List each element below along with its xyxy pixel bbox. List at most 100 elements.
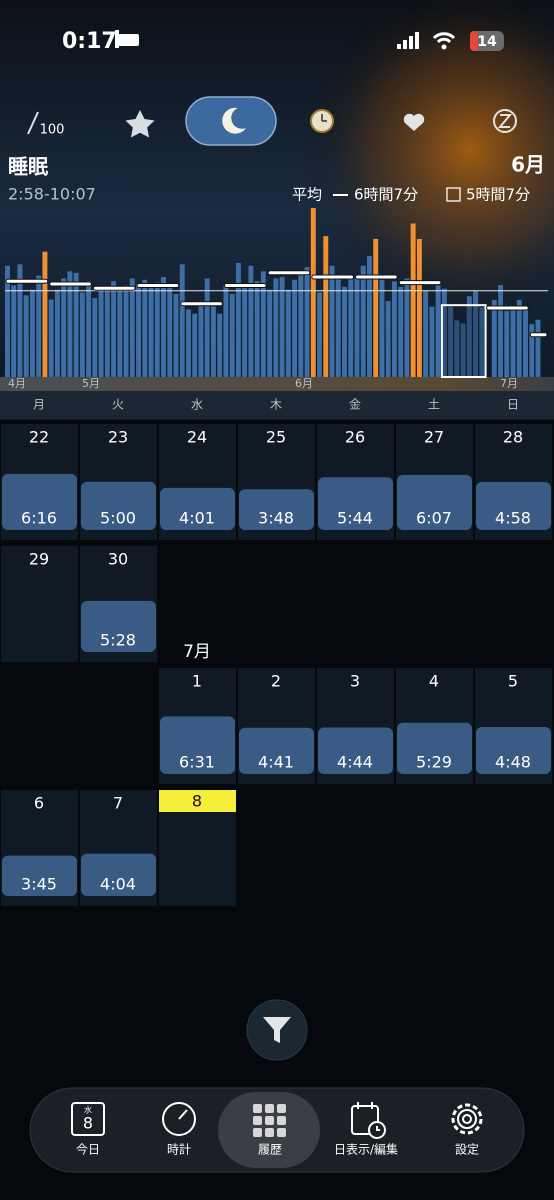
- sleep-bar: [429, 306, 435, 377]
- day-cell[interactable]: 23 5:00: [80, 424, 157, 540]
- day-cell[interactable]: 27 6:07: [396, 424, 473, 540]
- day-cell[interactable]: 5 4:48: [475, 668, 552, 784]
- duration-bar: [318, 727, 393, 774]
- snooze-tab[interactable]: [493, 109, 517, 133]
- clock-tab[interactable]: [310, 109, 334, 133]
- week-value: 5時間7分: [466, 186, 530, 204]
- sleep-bar: [373, 238, 379, 377]
- heart-tab[interactable]: [403, 113, 425, 131]
- day-number: 26: [345, 428, 365, 447]
- cell-background: [1, 546, 78, 662]
- weekday-label: 土: [428, 398, 440, 412]
- sleep-bar: [210, 306, 216, 377]
- sleep-bar: [479, 307, 485, 377]
- status-time: 0:17: [62, 29, 117, 54]
- duration-bar: [81, 600, 156, 652]
- day-cell[interactable]: 28 4:58: [475, 424, 552, 540]
- sleep-bar: [360, 265, 366, 377]
- sleep-bar: [179, 264, 185, 377]
- sleep-bar: [435, 285, 441, 377]
- duration-label: 4:01: [179, 509, 215, 528]
- sleep-bar: [17, 264, 23, 377]
- day-cell[interactable]: 4 5:29: [396, 668, 473, 784]
- settings-icon: [451, 1103, 483, 1135]
- month-strip: [0, 377, 554, 391]
- duration-label: 3:45: [21, 875, 57, 894]
- sleep-bar: [304, 267, 310, 377]
- score-tab[interactable]: 100: [27, 111, 64, 138]
- sleep-bar: [498, 285, 504, 377]
- duration-label: 4:41: [258, 753, 294, 772]
- weekday-label: 木: [270, 398, 282, 412]
- day-cell[interactable]: 29: [1, 546, 78, 662]
- sleep-bar: [217, 313, 223, 377]
- day-cell[interactable]: 1 6:31: [159, 668, 236, 784]
- weekly-average: [92, 285, 136, 291]
- sleep-bar: [235, 262, 241, 377]
- day-number: 27: [424, 428, 444, 447]
- day-cell[interactable]: 22 6:16: [1, 424, 78, 540]
- sleep-bar: [223, 285, 229, 377]
- weekly-average: [267, 270, 311, 276]
- weekly-average: [486, 305, 529, 311]
- day-cell[interactable]: 2 4:41: [238, 668, 315, 784]
- sleep-bar: [117, 289, 123, 377]
- battery-text: 14: [477, 34, 497, 50]
- today-day: 8: [83, 1114, 93, 1133]
- sleep-bar: [92, 298, 98, 377]
- sleep-bar: [504, 311, 510, 377]
- duration-bar: [2, 855, 77, 896]
- duration-label: 6:07: [416, 509, 452, 528]
- filter-button[interactable]: [246, 999, 308, 1061]
- weekly-average: [223, 282, 267, 288]
- sleep-bar: [161, 277, 166, 377]
- weekly-average: [180, 301, 223, 307]
- star-tab[interactable]: [125, 110, 155, 138]
- sleep-bar: [448, 306, 454, 377]
- duration-label: 4:04: [100, 875, 136, 894]
- duration-label: 3:48: [258, 509, 294, 528]
- nav-label[interactable]: 設定: [455, 1143, 479, 1157]
- sleep-bar: [136, 284, 142, 377]
- nav-label[interactable]: 日表示/編集: [334, 1142, 398, 1157]
- sleep-bar: [423, 291, 429, 377]
- weekday-label: 月: [33, 398, 45, 412]
- day-number: 28: [503, 428, 523, 447]
- duration-bar: [81, 853, 156, 896]
- month-label: 7月: [183, 642, 211, 662]
- weekly-average: [49, 281, 92, 287]
- day-cell[interactable]: 30 5:28: [80, 546, 157, 662]
- sleep-bar: [148, 286, 154, 377]
- duration-bar: [476, 482, 551, 530]
- day-number: 25: [266, 428, 286, 447]
- sleep-bar: [242, 284, 248, 377]
- battery-level: [470, 31, 478, 51]
- day-cell[interactable]: 24 4:01: [159, 424, 236, 540]
- nav-label[interactable]: 履歴: [258, 1143, 282, 1157]
- sleep-bar: [317, 292, 323, 377]
- day-cell[interactable]: 25 3:48: [238, 424, 315, 540]
- sleep-bar: [154, 282, 160, 377]
- sleep-bar: [516, 299, 522, 377]
- day-cell[interactable]: 26 5:44: [317, 424, 394, 540]
- day-cell[interactable]: 3 4:44: [317, 668, 394, 784]
- duration-label: 6:16: [21, 509, 57, 528]
- nav-label[interactable]: 今日: [76, 1142, 100, 1157]
- day-number: 4: [429, 672, 439, 691]
- nav-label[interactable]: 時計: [167, 1142, 191, 1157]
- sleep-bar: [204, 278, 210, 377]
- day-cell[interactable]: 7 4:04: [80, 790, 157, 906]
- day-cell[interactable]: 8: [159, 790, 236, 906]
- weekly-average: [136, 282, 180, 288]
- sleep-bar: [142, 279, 148, 377]
- weekly-average: [355, 274, 398, 280]
- duration-bar: [318, 477, 393, 530]
- duration-bar: [239, 489, 314, 530]
- sleep-bar: [416, 238, 422, 377]
- day-cell[interactable]: 6 3:45: [1, 790, 78, 906]
- sleep-bar: [86, 281, 92, 377]
- duration-bar: [239, 727, 314, 774]
- day-number: 24: [187, 428, 207, 447]
- sleep-bar: [267, 289, 273, 377]
